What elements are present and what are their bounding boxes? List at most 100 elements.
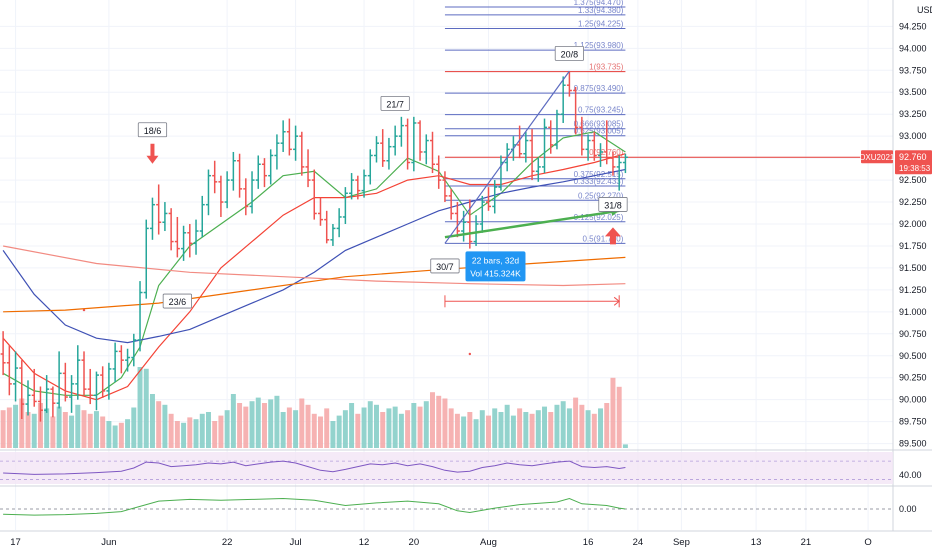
fib-label: 1(93.735) <box>589 63 624 72</box>
fib-label: 0.666(93.085) <box>574 120 624 129</box>
volume-bar <box>156 401 162 448</box>
price-tag-countdown: 19:38:53 <box>899 164 931 173</box>
fib-label: 0.5(91.780) <box>582 234 623 243</box>
time-tick-label: 17 <box>10 537 21 548</box>
volume-bar <box>69 415 75 448</box>
measure-tooltip <box>465 251 526 282</box>
volume-bar <box>342 410 348 448</box>
fib-label: 0.125(92.025) <box>574 213 624 222</box>
volume-bar <box>510 415 516 448</box>
volume-bar <box>398 413 404 448</box>
volume-bars <box>0 367 628 448</box>
volume-bar <box>566 408 572 448</box>
volume-bar <box>380 412 386 448</box>
volume-bar <box>25 412 31 448</box>
trend-line <box>444 209 620 239</box>
price-tick-label: 89.500 <box>899 439 927 449</box>
volume-bar <box>75 404 81 448</box>
volume-bar <box>162 404 168 448</box>
volume-bar <box>529 413 535 448</box>
volume-bar <box>81 410 87 448</box>
annotation-label: 31/8 <box>604 200 622 210</box>
price-tick-label: 91.500 <box>899 263 927 273</box>
annotation-label: 18/6 <box>144 126 162 136</box>
annotation-label: 23/6 <box>169 297 187 307</box>
fib-label: 0.875(93.490) <box>574 84 624 93</box>
down-arrow-icon <box>146 143 159 164</box>
volume-bar <box>554 404 560 448</box>
volume-bar <box>249 401 255 448</box>
time-tick-label: O <box>864 537 871 548</box>
volume-bar <box>280 412 286 448</box>
volume-bar <box>174 421 180 448</box>
volume-bar <box>411 403 417 448</box>
annotation-box <box>598 197 628 212</box>
price-tick-label: 93.250 <box>899 109 927 119</box>
volume-bar <box>355 413 361 448</box>
volume-bar <box>498 412 504 448</box>
annotation-box <box>137 122 168 138</box>
volume-bar <box>492 408 498 448</box>
volume-bar <box>467 412 473 448</box>
volume-bar <box>616 386 622 448</box>
price-tag-value: 92.760 <box>899 152 927 162</box>
rsi-band <box>0 452 893 484</box>
time-tick-label: 21 <box>801 537 812 548</box>
time-tick-label: Jun <box>101 537 116 548</box>
price-tick-label: 91.750 <box>899 241 927 251</box>
volume-bar <box>237 403 243 448</box>
marker-dot <box>82 308 86 312</box>
volume-bar <box>585 410 591 448</box>
volume-bar <box>143 368 149 448</box>
volume-bar <box>473 419 479 448</box>
price-tick-label: 90.750 <box>899 329 927 339</box>
volume-bar <box>0 410 6 448</box>
volume-bar <box>293 410 299 448</box>
volume-bar <box>112 425 118 448</box>
price-tick-label: 94.250 <box>899 21 927 31</box>
price-tick-label: 91.250 <box>899 285 927 295</box>
time-tick-label: Aug <box>480 537 497 548</box>
time-tick-label: 24 <box>633 537 644 548</box>
price-tick-label: 93.500 <box>899 87 927 97</box>
volume-bar <box>230 394 236 448</box>
volume-bar <box>386 408 392 448</box>
annotation-box <box>162 293 192 309</box>
volume-bar <box>6 407 12 448</box>
volume-bar <box>405 410 411 448</box>
volume-bar <box>37 403 43 448</box>
annotation-box <box>554 45 585 61</box>
annotation-label: 20/8 <box>561 49 579 59</box>
price-tick-label: 94.000 <box>899 43 927 53</box>
price-tick-label: 92.000 <box>899 219 927 229</box>
time-axis[interactable]: 17 Jun 22 Jul 12 20 Aug 16 24 Sep 13 21 O <box>10 537 872 548</box>
volume-bar <box>361 407 367 448</box>
annotation-label: 21/7 <box>386 99 404 109</box>
volume-bar <box>181 422 187 448</box>
volume-bar <box>87 413 93 448</box>
price-axis[interactable]: 89.500 89.750 90.000 90.250 90.500 90.750 91.0… <box>860 5 932 514</box>
volume-bar <box>560 401 566 448</box>
time-tick-label: 22 <box>222 537 233 548</box>
volume-bar <box>100 416 106 448</box>
volume-bar <box>131 407 137 448</box>
moving-average-line <box>2 168 626 344</box>
volume-bar <box>598 408 604 448</box>
candlesticks <box>0 71 628 422</box>
moving-average-line <box>2 245 626 287</box>
fib-label: 1.33(94.380) <box>578 6 624 15</box>
volume-bar <box>149 394 155 448</box>
chart-drawings: 18/6 23/6 21/7 20/8 30/7 31/8 22 bars, 32d Vol … <box>82 45 628 356</box>
volume-bar <box>324 408 330 448</box>
volume-bar <box>442 398 448 448</box>
price-tick-label: 89.750 <box>899 417 927 427</box>
price-tick-label: 90.250 <box>899 373 927 383</box>
volume-bar <box>461 416 467 448</box>
rsi-pane <box>0 452 893 484</box>
volume-bar <box>448 408 454 448</box>
volume-bar <box>93 411 99 448</box>
volume-bar <box>286 407 292 448</box>
volume-bar <box>118 422 124 448</box>
volume-bar <box>349 403 355 448</box>
